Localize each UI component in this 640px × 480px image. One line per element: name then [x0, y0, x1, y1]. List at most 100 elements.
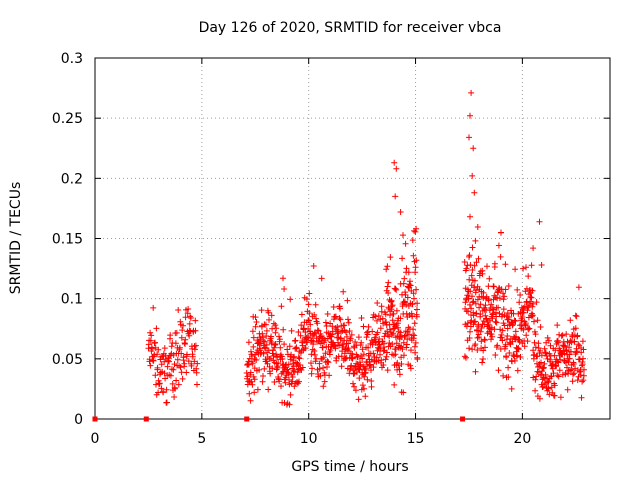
- data-point: [291, 383, 298, 390]
- data-point: [482, 312, 489, 319]
- data-point: [558, 332, 565, 339]
- data-point: [410, 326, 417, 333]
- data-point: [354, 354, 361, 361]
- data-point: [490, 283, 497, 290]
- data-point: [517, 354, 524, 360]
- data-point: [250, 334, 257, 341]
- data-point: [469, 267, 476, 273]
- data-point: [267, 370, 274, 377]
- data-point: [400, 339, 407, 346]
- data-point: [318, 275, 325, 282]
- data-point: [304, 334, 311, 341]
- data-point: [397, 209, 404, 215]
- data-point: [258, 307, 265, 314]
- data-point: [473, 259, 480, 266]
- data-point: [551, 392, 558, 399]
- data-point: [303, 296, 310, 303]
- data-point: [326, 351, 333, 358]
- data-point: [149, 345, 156, 352]
- data-point: [279, 356, 286, 362]
- data-point: [392, 351, 399, 358]
- y-axis-label: SRMTID / TECUs: [8, 182, 24, 295]
- data-point: [172, 385, 178, 392]
- data-point: [404, 294, 411, 301]
- data-point: [265, 386, 272, 393]
- data-point: [467, 262, 474, 268]
- data-point: [469, 346, 476, 353]
- data-point: [482, 344, 488, 351]
- data-point: [488, 336, 494, 343]
- data-point: [398, 343, 405, 350]
- data-point: [359, 382, 366, 389]
- data-point: [169, 380, 176, 387]
- data-point: [556, 367, 563, 374]
- data-point: [567, 367, 573, 374]
- data-point: [155, 346, 162, 353]
- data-point: [474, 334, 481, 341]
- data-point: [282, 374, 289, 381]
- data-point: [247, 397, 254, 404]
- data-point: [464, 320, 471, 327]
- data-point: [479, 359, 486, 366]
- data-point: [147, 362, 154, 369]
- data-point: [321, 378, 328, 385]
- data-point: [341, 337, 348, 344]
- data-point: [480, 347, 487, 354]
- data-point: [377, 351, 383, 358]
- data-point: [482, 302, 489, 309]
- data-point: [412, 228, 419, 235]
- data-point: [317, 372, 324, 379]
- data-point: [161, 345, 168, 352]
- axis-ticks: 0 0.05 0.1 0.15 0.2 0.25 0.3 0 5 10 15 20: [52, 51, 610, 447]
- data-point: [490, 310, 497, 317]
- data-point: [581, 366, 587, 373]
- data-point: [163, 399, 170, 406]
- data-point: [399, 303, 406, 310]
- data-point: [345, 319, 352, 326]
- data-point: [324, 311, 331, 317]
- data-point: [185, 306, 192, 312]
- data-point: [554, 372, 561, 379]
- data-point: [388, 297, 395, 304]
- data-point: [358, 339, 365, 346]
- data-point: [384, 349, 390, 356]
- zero-marker: [460, 416, 466, 422]
- data-point: [187, 315, 194, 321]
- data-point: [286, 401, 293, 408]
- data-point: [188, 362, 195, 369]
- data-point: [545, 385, 552, 392]
- data-point: [173, 329, 180, 336]
- data-point: [368, 378, 375, 384]
- data-point: [384, 367, 391, 374]
- data-point: [495, 304, 502, 311]
- data-point: [516, 299, 523, 306]
- data-point: [534, 317, 541, 324]
- data-point: [531, 318, 537, 325]
- data-point: [315, 327, 322, 334]
- data-point: [512, 318, 519, 324]
- data-point: [466, 345, 473, 352]
- data-point: [256, 366, 263, 373]
- data-point: [476, 334, 482, 341]
- data-point: [376, 341, 383, 348]
- data-point: [401, 352, 407, 359]
- data-point: [412, 269, 419, 276]
- data-point: [411, 320, 418, 327]
- data-point: [261, 365, 268, 372]
- data-point: [480, 289, 487, 296]
- data-point: [284, 346, 291, 353]
- data-point: [335, 339, 341, 346]
- data-point: [403, 265, 410, 272]
- data-point: [378, 303, 385, 310]
- data-point: [292, 337, 299, 344]
- data-point: [397, 329, 404, 336]
- data-point: [254, 386, 261, 393]
- data-point: [500, 372, 507, 379]
- data-point: [310, 263, 317, 269]
- data-point: [510, 321, 516, 328]
- data-point: [407, 282, 414, 289]
- data-point: [348, 362, 355, 369]
- data-point: [471, 262, 478, 269]
- data-point: [269, 365, 276, 372]
- data-point: [152, 372, 159, 379]
